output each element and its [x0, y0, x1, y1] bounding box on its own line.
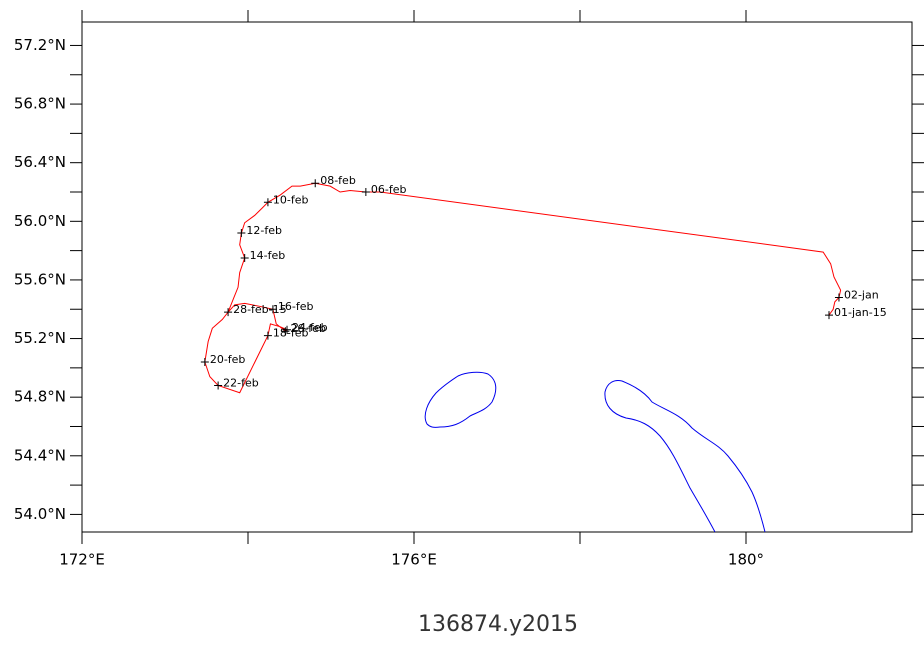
x-tick-label: 176°E [391, 551, 437, 569]
track-point [361, 188, 370, 196]
point-label: 20-feb [210, 353, 246, 366]
map-frame [81, 21, 913, 533]
y-tick-label: 57.2°N [14, 36, 66, 54]
island [424, 371, 497, 428]
y-tick-label: 55.2°N [14, 329, 66, 347]
track-point [263, 198, 272, 207]
track-point [825, 311, 833, 320]
track-line [204, 182, 842, 394]
x-tick-label: 172°E [59, 551, 105, 569]
point-label: 06-feb [371, 183, 407, 196]
track-point [237, 229, 246, 238]
track-point [834, 293, 843, 302]
point-label: 01-jan-15 [834, 306, 887, 319]
track-point [214, 381, 223, 390]
point-label: 24-feb [292, 321, 328, 334]
point-label: 02-jan [844, 289, 879, 302]
y-tick-label: 55.6°N [14, 270, 66, 288]
y-tick-label: 54.0°N [14, 505, 66, 523]
track-point [200, 358, 209, 366]
track-point [311, 179, 320, 188]
point-label: 14-feb [250, 249, 286, 262]
y-tick-label: 56.8°N [14, 95, 66, 113]
point-label: 12-feb [246, 224, 282, 237]
point-label: 08-feb [320, 174, 356, 187]
track-point [283, 325, 292, 334]
track-point [240, 253, 249, 262]
map-title: 136874.y2015 [418, 612, 578, 637]
point-label: 16-feb [278, 300, 314, 313]
point-label: 28-feb-15 [233, 303, 287, 316]
x-tick-label: 180° [728, 551, 764, 569]
track-point [224, 308, 233, 317]
coastlines [424, 371, 766, 533]
track-point [268, 305, 277, 314]
point-label: 22-feb [223, 376, 259, 389]
track-point [263, 331, 272, 340]
y-tick-label: 56.0°N [14, 212, 66, 230]
y-tick-label: 56.4°N [14, 153, 66, 171]
point-label: 26-feb [290, 322, 326, 335]
point-label: 10-feb [273, 193, 309, 206]
y-tick-label: 54.4°N [14, 446, 66, 464]
track-point [281, 327, 290, 336]
y-tick-label: 54.8°N [14, 388, 66, 406]
point-label: 18-feb [273, 327, 309, 340]
coastline [604, 380, 766, 533]
